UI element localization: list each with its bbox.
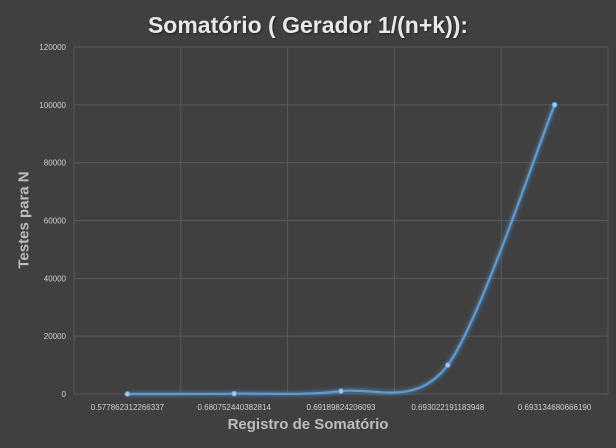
y-tick-label: 40000 [44, 274, 67, 283]
data-point [444, 362, 451, 368]
y-tick-label: 20000 [44, 332, 67, 341]
data-point [338, 388, 344, 395]
data-point [124, 391, 131, 397]
y-tick-label: 60000 [44, 217, 67, 226]
y-tick-label: 120000 [39, 43, 66, 52]
series-line [127, 104, 556, 396]
x-axis-label: Registro de Somatório [227, 416, 389, 433]
x-tick-label: 0.577862312266337 [91, 403, 165, 412]
x-tick-label: 0.69189824206093 [307, 403, 377, 412]
x-tick-label: 0.680752440382814 [197, 403, 271, 412]
chart-title: Somatório ( Gerador 1/(n+k)): [147, 12, 469, 38]
data-point [551, 101, 558, 108]
data-point [231, 390, 238, 397]
x-tick-label: 0.693022191183948 [411, 403, 484, 412]
y-tick-label: 100000 [39, 101, 66, 110]
y-tick-label: 80000 [44, 159, 67, 168]
y-tick-label: 0 [62, 390, 67, 399]
x-tick-label: 0.693134680666190 [518, 403, 592, 412]
